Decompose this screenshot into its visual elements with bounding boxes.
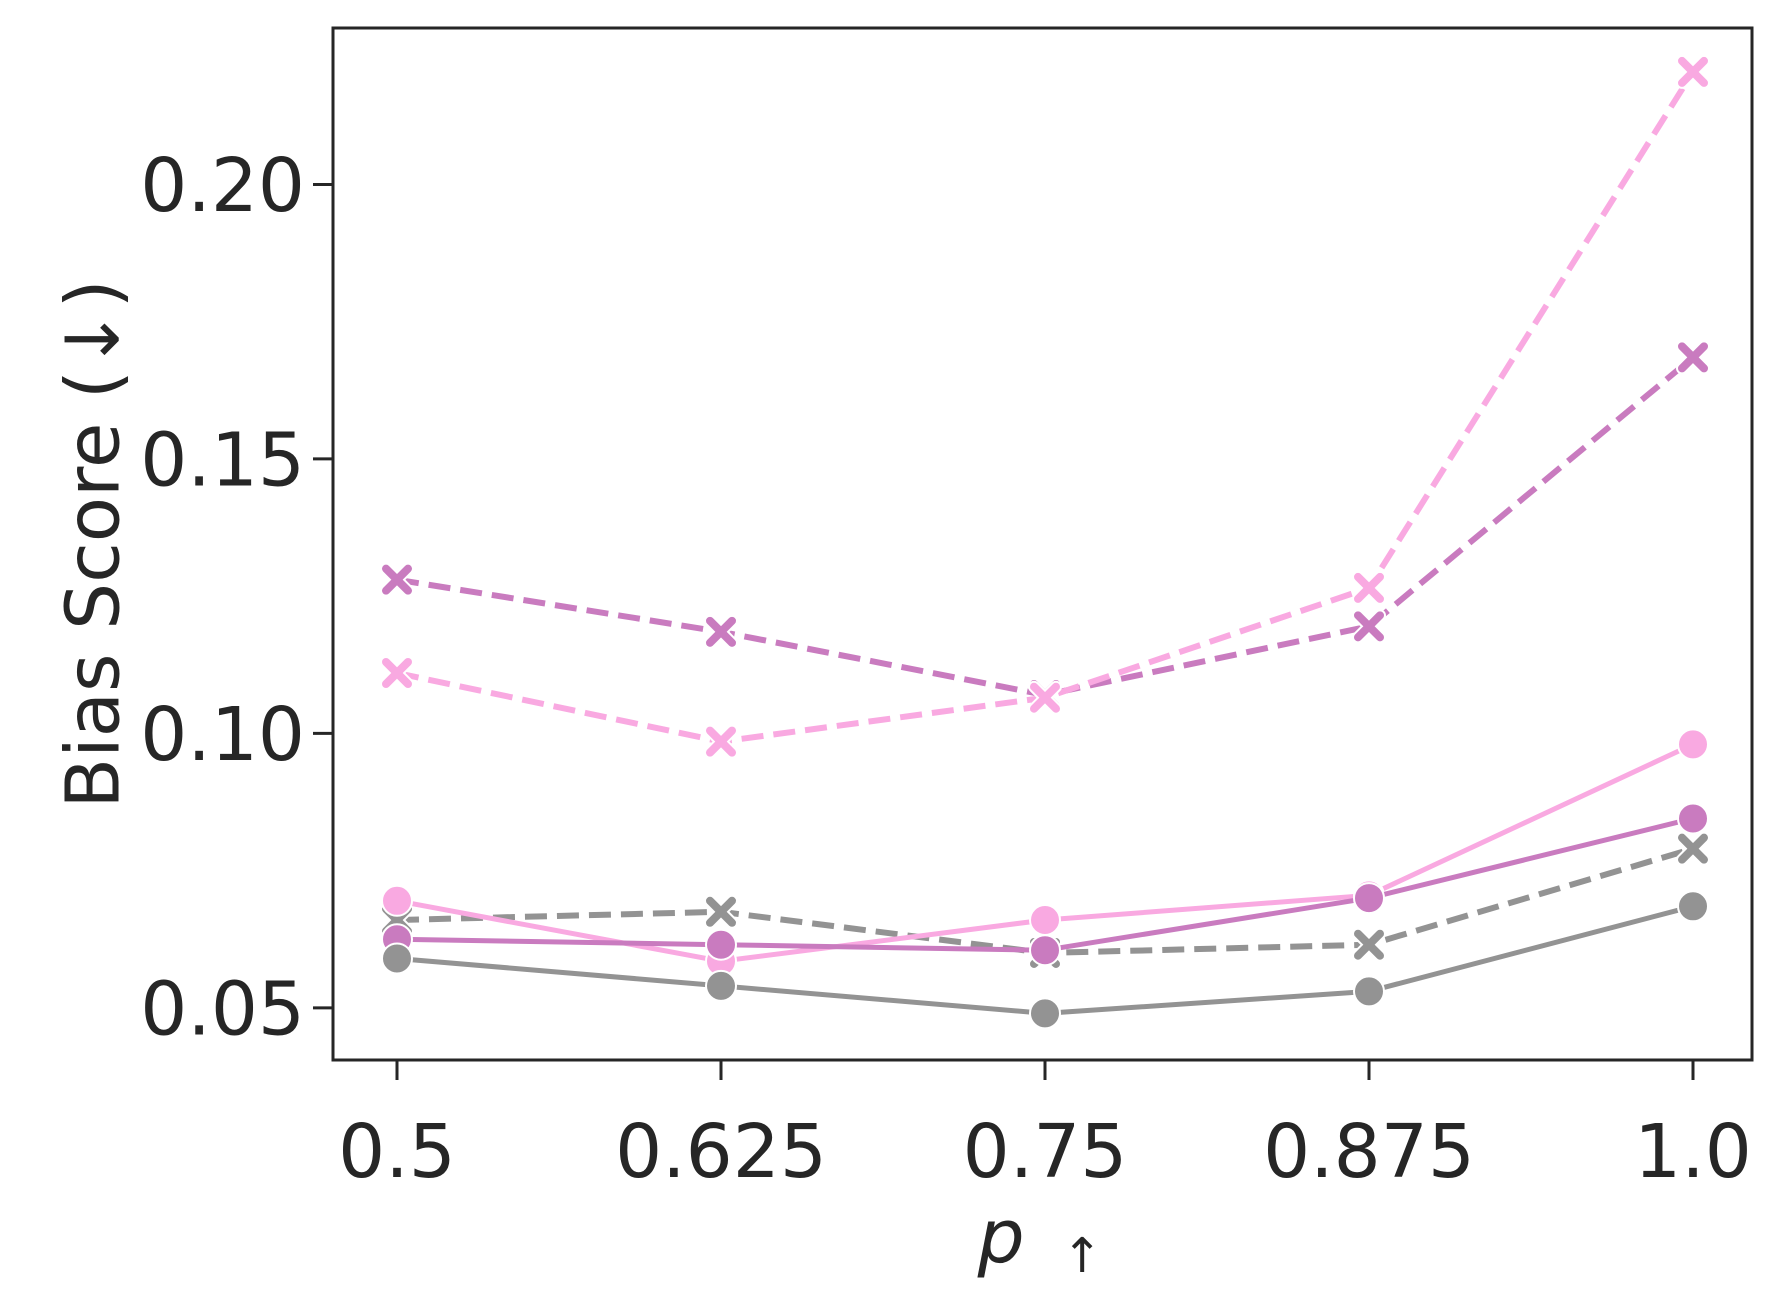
- x-tick-label: 0.625: [615, 1109, 827, 1195]
- data-point: [1677, 890, 1709, 923]
- y-axis: 0.05 0.10 0.15 0.20: [140, 143, 333, 1052]
- y-axis-label: Bias Score (↓): [51, 279, 137, 808]
- x-axis-label: p ↑: [977, 1194, 1103, 1284]
- series-5: [381, 802, 1709, 967]
- data-point: [1029, 934, 1061, 967]
- data-point: [1029, 997, 1061, 1030]
- plot-frame: [331, 26, 1754, 1062]
- data-point: [1676, 54, 1710, 89]
- data-point: [1676, 340, 1710, 375]
- data-point-stroke: [1030, 682, 1060, 713]
- data-point: [1028, 680, 1062, 715]
- data-point-stroke: [382, 564, 412, 595]
- y-tick-label: 0.15: [140, 418, 305, 504]
- series-6: [381, 890, 1709, 1030]
- data-point-stroke: [1354, 572, 1384, 603]
- data-point: [1352, 570, 1386, 605]
- data-point: [1352, 609, 1386, 644]
- data-point-stroke: [706, 896, 736, 927]
- data-point-stroke: [382, 658, 412, 688]
- data-point: [1676, 831, 1710, 866]
- data-point-stroke: [1678, 56, 1708, 87]
- x-tick-label: 1.0: [1634, 1109, 1752, 1195]
- data-point-stroke: [1354, 611, 1384, 642]
- x-axis-label-subscript: ↑: [1062, 1228, 1102, 1284]
- x-tick-label: 0.75: [963, 1109, 1128, 1195]
- x-axis: 0.5 0.625 0.75 0.875 1.0: [338, 1060, 1752, 1195]
- x-axis-label-main: p: [977, 1194, 1025, 1280]
- data-point: [381, 884, 413, 917]
- data-point: [1677, 728, 1709, 761]
- data-point: [705, 969, 737, 1002]
- data-point: [1677, 802, 1709, 835]
- data-point-stroke: [1678, 833, 1708, 864]
- series-layer: [380, 54, 1710, 1030]
- data-point: [380, 562, 414, 597]
- data-point-stroke: [706, 616, 736, 647]
- y-tick-label: 0.10: [140, 692, 305, 778]
- data-point: [381, 942, 413, 975]
- data-point: [704, 724, 738, 759]
- data-point-stroke: [706, 726, 736, 757]
- y-tick-label: 0.20: [140, 143, 305, 229]
- data-point: [704, 894, 738, 929]
- data-point: [705, 928, 737, 961]
- data-point: [704, 614, 738, 649]
- series-2: [380, 54, 1710, 759]
- data-point: [1352, 927, 1386, 962]
- data-point: [1029, 904, 1061, 937]
- data-point-stroke: [1678, 342, 1708, 373]
- data-point: [1353, 882, 1385, 915]
- data-point: [380, 656, 414, 690]
- x-tick-label: 0.5: [338, 1109, 456, 1195]
- data-point: [1353, 975, 1385, 1008]
- y-tick-label: 0.05: [140, 966, 305, 1052]
- x-tick-label: 0.875: [1263, 1109, 1475, 1195]
- data-point-stroke: [1354, 929, 1384, 960]
